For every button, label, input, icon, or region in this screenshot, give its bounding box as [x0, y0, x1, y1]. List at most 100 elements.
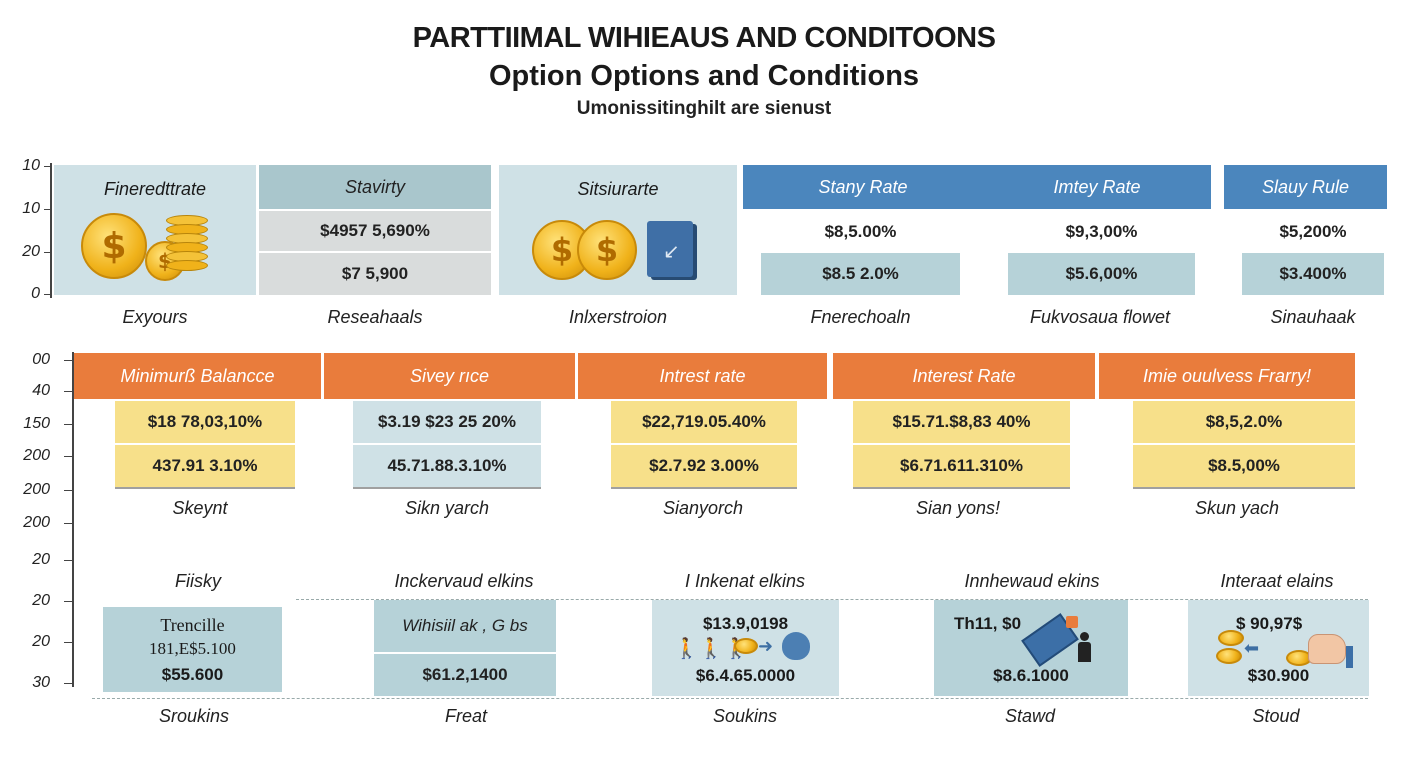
- dollar-coin-icon: [1216, 648, 1242, 664]
- row1-top-value-1: $8,5.00%: [824, 222, 897, 241]
- row2-value2-2: 45.71.88.3.10%: [353, 445, 541, 489]
- axis-tick: [64, 523, 72, 524]
- row3-footer-1: Sroukins: [158, 706, 230, 726]
- row2-header-5: Imie ouulvess Frarry!: [1099, 353, 1355, 399]
- row1-panel3-label: Sitsiurarte: [577, 179, 659, 199]
- row2-header-3: Intrest rate: [578, 353, 827, 399]
- page-subtitle: Umonissitinghilt are sienust: [576, 98, 832, 119]
- axis-label: 0: [31, 285, 40, 302]
- row3-footer-5: Stoud: [1252, 706, 1300, 726]
- row2-value1-2: $3.19 $23 25 20%: [353, 401, 541, 443]
- row2-footer-4: Sian yons!: [915, 498, 1001, 518]
- axis-tick: [64, 642, 72, 643]
- axis-tick: [44, 294, 52, 295]
- row3-panel3-line1: $13.9,0198: [702, 614, 789, 633]
- dollar-coin-icon: [734, 638, 758, 654]
- axis-label: 40: [32, 382, 50, 399]
- axis-tick: [64, 601, 72, 602]
- divider: [296, 599, 1368, 600]
- row1-panel2-value1: $4957 5,690%: [259, 211, 491, 251]
- money-bag-icon: [782, 632, 810, 660]
- row3-panel1-line3: $55.600: [161, 665, 224, 684]
- dollar-coin-icon: $: [577, 220, 637, 280]
- row1-top-value-2: $9,3,00%: [1065, 222, 1138, 241]
- axis-tick: [64, 456, 72, 457]
- row3-panel3: $13.9,0198 🚶🚶🚶 ➜ $6.4.65.0000: [652, 600, 839, 696]
- axis-tick: [64, 424, 72, 425]
- page-subtitle-main: Option Options and Conditions: [488, 60, 920, 92]
- row3-header-3: I Inkenat elkins: [684, 571, 806, 591]
- row2-value1-4: $15.71.$8,83 40%: [853, 401, 1070, 443]
- pin-icon: [1066, 616, 1078, 628]
- row1-panel4-header-3: Slauy Rule: [1224, 165, 1387, 209]
- row2-value2-4: $6.71.611.310%: [853, 445, 1070, 489]
- row1-box-value-3: $3.400%: [1242, 253, 1384, 295]
- row1-panel4-header-2: Imtey Rate: [983, 165, 1211, 209]
- axis-tick: [64, 391, 72, 392]
- axis-label: 20: [32, 633, 50, 650]
- arrow-right-icon: ➜: [758, 636, 774, 657]
- dollar-coin-icon: [1218, 630, 1244, 646]
- row1-footer-3: Inlxerstroion: [568, 307, 668, 327]
- row3-panel1: Trencille 181,E$5.100 $55.600: [103, 607, 282, 692]
- row2-value2-5: $8.5,00%: [1133, 445, 1355, 489]
- row2-footer-1: Skeynt: [172, 498, 228, 518]
- row1-panel1: Fineredttrate $ $: [54, 165, 256, 295]
- row2-value1-3: $22,719.05.40%: [611, 401, 797, 443]
- axis-label: 00: [32, 351, 50, 368]
- row3-panel2-top: Wihisiil ak , G bs: [374, 600, 556, 652]
- row3-panel3-line2: $6.4.65.0000: [695, 666, 796, 685]
- axis-tick: [44, 252, 52, 253]
- axis-label: 20: [32, 592, 50, 609]
- row1-panel2-header: Stavirty: [259, 165, 491, 209]
- axis-label: 20: [32, 551, 50, 568]
- axis-label: 30: [32, 674, 50, 691]
- row2-header-4: Interest Rate: [833, 353, 1095, 399]
- book-icon: ↙: [647, 221, 693, 277]
- axis-label: 150: [23, 415, 50, 432]
- axis-label: 200: [23, 447, 50, 464]
- dollar-coin-icon: $: [81, 213, 147, 279]
- row2-value1-1: $18 78,03,10%: [115, 401, 295, 443]
- row3-header-4: Innhewaud ekins: [964, 571, 1100, 591]
- y-axis-bottom: [72, 352, 74, 687]
- axis-label: 10: [22, 157, 40, 174]
- row1-footer-5: Fukvosaua flowet: [1029, 307, 1171, 327]
- row1-panel3: Sitsiurarte $ $ ↙: [499, 165, 737, 295]
- row3-footer-2: Freat: [444, 706, 487, 726]
- row1-panel4-header-1: Stany Rate: [743, 165, 983, 209]
- divider: [92, 698, 1368, 699]
- row3-panel1-line1: Trencille: [160, 615, 225, 635]
- row2-value2-1: 437.91 3.10%: [115, 445, 295, 489]
- row3-panel1-line2: 181,E$5.100: [149, 639, 236, 658]
- y-axis-top: [50, 163, 52, 298]
- row3-panel5: $ 90,97$ ⬅ $30.900: [1188, 600, 1369, 696]
- axis-tick: [44, 166, 52, 167]
- axis-tick: [64, 360, 72, 361]
- row1-panel1-label: Fineredttrate: [103, 179, 207, 199]
- row3-panel4: Th11, $0 $8.6.1000: [934, 600, 1128, 696]
- coin-stack-icon: [166, 215, 208, 277]
- row3-panel4-line2: $8.6.1000: [993, 666, 1069, 685]
- hand-icon: [1308, 634, 1346, 664]
- row2-footer-3: Sianyorch: [662, 498, 744, 518]
- row1-footer-2: Reseahaals: [327, 307, 423, 327]
- row1-box-value-1: $8.5 2.0%: [761, 253, 960, 295]
- person-icon: [1077, 632, 1091, 662]
- row3-panel2-bottom: $61.2,1400: [374, 654, 556, 696]
- axis-label: 20: [22, 243, 40, 260]
- row1-footer-1: Exyours: [122, 307, 188, 327]
- row2-value2-3: $2.7.92 3.00%: [611, 445, 797, 489]
- axis-label: 200: [23, 514, 50, 531]
- axis-tick: [64, 683, 72, 684]
- row3-panel5-line1: $ 90,97$: [1236, 614, 1303, 633]
- row3-header-2: Inckervaud elkins: [394, 571, 534, 591]
- axis-tick: [44, 209, 52, 210]
- row3-header-1: Fiisky: [175, 571, 221, 591]
- axis-tick: [64, 560, 72, 561]
- axis-tick: [64, 490, 72, 491]
- row1-panel2-value2: $7 5,900: [259, 253, 491, 295]
- row3-footer-3: Soukins: [712, 706, 778, 726]
- axis-label: 10: [22, 200, 40, 217]
- row1-footer-4: Fnerechoaln: [810, 307, 911, 327]
